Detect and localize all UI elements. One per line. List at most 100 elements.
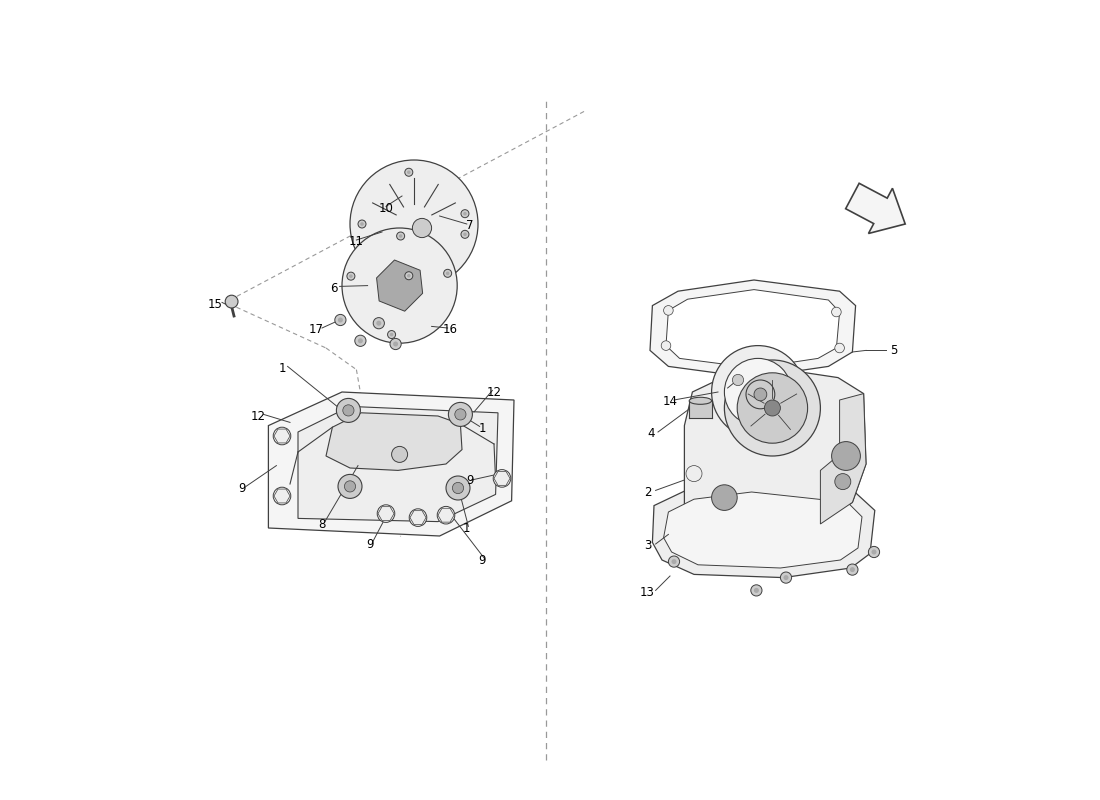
Circle shape [360, 222, 364, 226]
Circle shape [871, 550, 877, 554]
Circle shape [725, 360, 821, 456]
Polygon shape [650, 280, 856, 378]
Polygon shape [663, 492, 862, 568]
Circle shape [349, 274, 353, 278]
Polygon shape [821, 394, 866, 524]
Text: 7: 7 [466, 219, 474, 232]
Text: 8: 8 [318, 518, 326, 530]
Text: 5: 5 [890, 344, 898, 357]
Circle shape [733, 374, 744, 386]
Circle shape [835, 474, 850, 490]
Circle shape [387, 330, 396, 338]
Text: 1: 1 [478, 422, 486, 434]
Text: 11: 11 [349, 235, 364, 248]
Circle shape [751, 585, 762, 596]
Circle shape [338, 474, 362, 498]
Circle shape [868, 546, 880, 558]
Circle shape [754, 388, 767, 401]
Text: 9: 9 [239, 482, 245, 494]
Circle shape [449, 402, 472, 426]
Circle shape [409, 509, 427, 526]
Text: 14: 14 [662, 395, 678, 408]
Circle shape [725, 358, 792, 426]
Circle shape [669, 556, 680, 567]
FancyBboxPatch shape [690, 401, 712, 418]
Circle shape [461, 230, 469, 238]
Circle shape [454, 409, 466, 420]
Circle shape [446, 271, 450, 275]
Circle shape [405, 168, 412, 176]
Text: 15: 15 [208, 298, 223, 310]
Circle shape [350, 160, 478, 288]
Circle shape [346, 272, 355, 280]
Circle shape [358, 220, 366, 228]
Circle shape [273, 487, 290, 505]
Circle shape [783, 575, 789, 580]
Text: 9: 9 [466, 474, 474, 486]
Circle shape [463, 212, 466, 215]
Circle shape [780, 572, 792, 583]
Text: 10: 10 [378, 202, 394, 214]
Circle shape [850, 567, 855, 572]
Circle shape [344, 481, 355, 492]
Circle shape [338, 318, 343, 322]
Circle shape [764, 400, 780, 416]
Circle shape [358, 338, 363, 343]
Circle shape [663, 306, 673, 315]
Polygon shape [268, 392, 514, 536]
Polygon shape [298, 406, 498, 522]
Circle shape [443, 270, 452, 278]
Circle shape [393, 342, 398, 346]
Circle shape [412, 218, 431, 238]
Text: 13: 13 [640, 586, 654, 598]
Circle shape [712, 485, 737, 510]
Polygon shape [326, 413, 462, 470]
Text: 17: 17 [309, 323, 323, 336]
Text: 16: 16 [442, 323, 458, 336]
Circle shape [342, 228, 458, 343]
Circle shape [405, 272, 412, 280]
Circle shape [407, 274, 410, 278]
Text: 3: 3 [644, 539, 651, 552]
Circle shape [226, 295, 238, 308]
Text: 1: 1 [462, 522, 470, 534]
Circle shape [847, 564, 858, 575]
Circle shape [337, 398, 361, 422]
Circle shape [334, 314, 346, 326]
Circle shape [835, 343, 845, 353]
Polygon shape [376, 260, 422, 311]
Circle shape [671, 559, 676, 564]
Circle shape [373, 318, 384, 329]
Circle shape [377, 505, 395, 522]
Circle shape [446, 476, 470, 500]
Text: 12: 12 [251, 410, 265, 422]
Text: 2: 2 [644, 486, 651, 498]
Text: 6: 6 [330, 282, 338, 294]
Circle shape [437, 506, 454, 524]
Polygon shape [666, 290, 839, 368]
Circle shape [399, 234, 403, 238]
Text: 12: 12 [486, 386, 502, 398]
Circle shape [832, 307, 842, 317]
Polygon shape [652, 482, 874, 578]
Circle shape [686, 466, 702, 482]
Circle shape [397, 232, 405, 240]
Circle shape [737, 373, 807, 443]
Circle shape [832, 442, 860, 470]
Text: 4: 4 [648, 427, 656, 440]
Circle shape [452, 482, 463, 494]
Ellipse shape [690, 398, 712, 404]
Polygon shape [846, 183, 905, 234]
Text: 1: 1 [278, 362, 286, 374]
Text: 9: 9 [478, 554, 486, 566]
Circle shape [376, 321, 382, 326]
Polygon shape [684, 368, 866, 532]
Circle shape [461, 210, 469, 218]
Circle shape [355, 335, 366, 346]
Circle shape [392, 446, 408, 462]
Circle shape [463, 233, 466, 236]
Circle shape [661, 341, 671, 350]
Circle shape [407, 170, 410, 174]
Circle shape [343, 405, 354, 416]
Circle shape [754, 588, 759, 593]
